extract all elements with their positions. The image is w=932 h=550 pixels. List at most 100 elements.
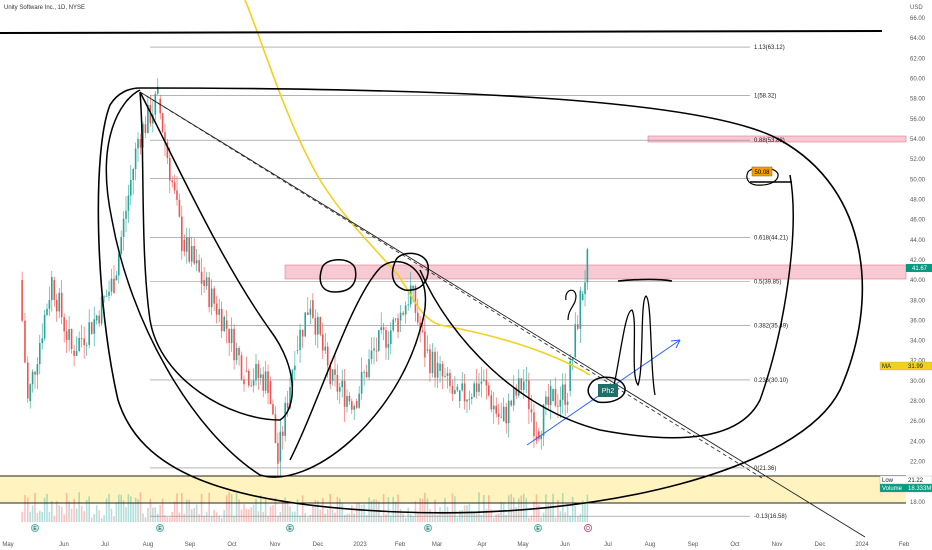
x-tick-label: Sep: [688, 542, 699, 548]
candle-body: [329, 365, 331, 385]
candle-body: [346, 395, 348, 407]
volume-bar: [68, 501, 70, 522]
volume-bar: [473, 512, 475, 522]
x-tick-label: Dec: [313, 542, 324, 548]
volume-bar: [338, 498, 341, 522]
volume-bar: [312, 505, 314, 522]
candle-body: [142, 124, 144, 148]
candle-body: [284, 402, 286, 436]
volume-bar: [43, 497, 46, 522]
candle-body: [83, 338, 85, 346]
candle-body: [554, 389, 557, 406]
candle-body: [579, 290, 582, 329]
candle-body: [264, 371, 267, 391]
candle-body: [424, 331, 426, 358]
volume-bar: [385, 514, 387, 522]
candle-body: [360, 371, 363, 394]
ph2-badge: [598, 384, 618, 397]
candle-body: [533, 412, 535, 437]
volume-bar: [63, 514, 65, 522]
volume-bar: [51, 501, 53, 522]
candle-body: [412, 285, 414, 291]
candle-body: [545, 396, 547, 405]
volume-bar: [390, 515, 392, 522]
candle-body: [200, 271, 203, 284]
volume-bar: [176, 493, 178, 522]
candle-body: [156, 86, 159, 94]
volume-bar: [154, 507, 157, 522]
candle-body: [38, 343, 41, 365]
candle-body: [108, 291, 110, 296]
volume-bar: [296, 499, 299, 522]
candle-body: [436, 362, 439, 378]
x-tick-label: 2023: [353, 542, 367, 548]
target-price-label: 50.08: [754, 170, 770, 176]
fib-level-label: 0(21.36): [754, 466, 776, 472]
candle-body: [291, 370, 294, 388]
candle-body: [60, 292, 63, 318]
candle-body: [220, 308, 223, 332]
candle-body: [454, 390, 456, 394]
y-tick-label: 18.00: [910, 500, 926, 506]
info-tag-value: 21.22: [908, 478, 924, 484]
fib-level-label: 1.13(63.12): [754, 45, 785, 51]
last-price-label: 41.67: [912, 266, 928, 272]
fib-level-label: 0.236(30.10): [754, 378, 788, 384]
volume-bar: [55, 501, 58, 522]
x-tick-label: Feb: [395, 542, 406, 548]
x-tick-label: May: [2, 542, 13, 548]
volume-bar: [24, 495, 26, 522]
volume-bar: [584, 503, 586, 522]
volume-bar: [289, 506, 291, 522]
candle-body: [561, 384, 564, 400]
candle-body: [392, 319, 395, 331]
candle-body: [338, 387, 341, 392]
info-tag: [879, 361, 932, 371]
candle-body: [134, 148, 137, 170]
candle-body: [402, 312, 404, 315]
candle-body: [382, 327, 385, 330]
volume-bar: [166, 517, 169, 522]
y-tick-label: 52.00: [910, 157, 926, 163]
candle-body: [240, 355, 243, 380]
volume-bar: [127, 494, 130, 522]
volume-bar: [260, 495, 262, 522]
candle-body: [321, 334, 324, 351]
volume-bar: [274, 497, 277, 522]
candle-body: [218, 308, 220, 315]
volume-bar: [528, 517, 530, 522]
volume-bar: [183, 513, 186, 522]
ph2-label: Ph2: [602, 388, 615, 395]
x-tick-label: Dec: [815, 542, 826, 548]
volume-bar: [564, 512, 566, 522]
candle-body: [115, 275, 118, 281]
candle-body: [586, 249, 589, 283]
candle-body: [78, 337, 80, 352]
volume-bar: [449, 513, 451, 522]
volume-bar: [326, 509, 329, 522]
candle-body: [353, 405, 356, 410]
y-tick-label: 36.00: [910, 318, 926, 324]
volume-bar: [185, 499, 188, 522]
target-price-badge: [751, 166, 773, 177]
volume-bar: [530, 516, 533, 522]
volume-bar: [307, 517, 309, 522]
candle-body: [34, 371, 36, 375]
candle-body: [569, 361, 571, 391]
volume-bar: [65, 492, 68, 522]
fib-level-label: 1(58.32): [754, 93, 776, 99]
x-tick-label: Feb: [899, 542, 910, 548]
volume-bar: [542, 512, 545, 522]
volume-bar: [247, 509, 250, 522]
candle-body: [370, 350, 373, 360]
volume-bar: [490, 509, 493, 522]
candle-body: [247, 370, 250, 386]
y-tick-label: 24.00: [910, 439, 926, 445]
volume-bar: [110, 508, 113, 522]
info-tag: [879, 483, 932, 493]
candle-body: [21, 280, 23, 321]
candle-body: [250, 385, 252, 387]
candle-body: [449, 373, 451, 387]
candle-body: [210, 288, 213, 308]
